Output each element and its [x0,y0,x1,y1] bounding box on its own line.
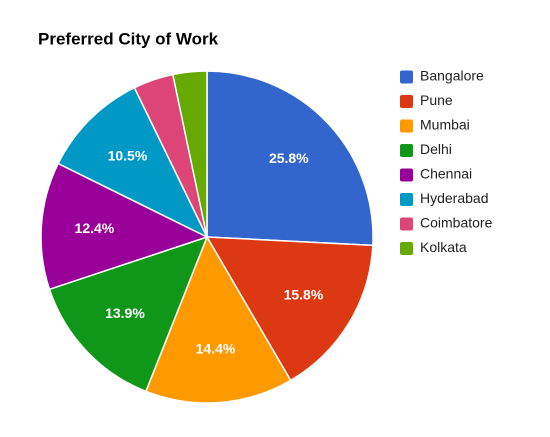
pie-slice [205,236,374,382]
slice-label: 15.8% [284,286,324,302]
pie-slice [57,86,209,239]
slice-label: 14.4% [196,340,236,356]
legend-swatch [400,168,413,182]
pie-slice [48,235,209,393]
chart-title: Preferred City of Work [38,29,219,48]
pie-slice [40,162,209,291]
legend-swatch [400,95,413,108]
legend-swatch [400,144,413,157]
pie-slice [144,235,292,404]
legend-swatch [400,242,413,255]
legend-label: Hyderabad [420,190,489,206]
legend-label: Chennai [420,166,472,182]
legend-swatch [400,193,413,206]
slice-label: 12.4% [75,220,115,236]
legend-label: Delhi [420,141,452,157]
legend-swatch [400,70,413,84]
legend-label: Bangalore [420,68,484,84]
legend-label: Mumbai [420,117,470,133]
legend-label: Pune [420,92,453,108]
slice-label: 13.9% [105,305,145,321]
pie-slice [206,70,374,247]
pie-slice [171,70,208,238]
slice-label: 10.5% [108,148,148,164]
slice-label: 25.8% [269,150,309,166]
legend-label: Coimbatore [420,215,493,231]
legend-label: Kolkata [420,239,467,255]
legend-swatch [400,217,413,231]
legend-swatch [400,119,413,133]
